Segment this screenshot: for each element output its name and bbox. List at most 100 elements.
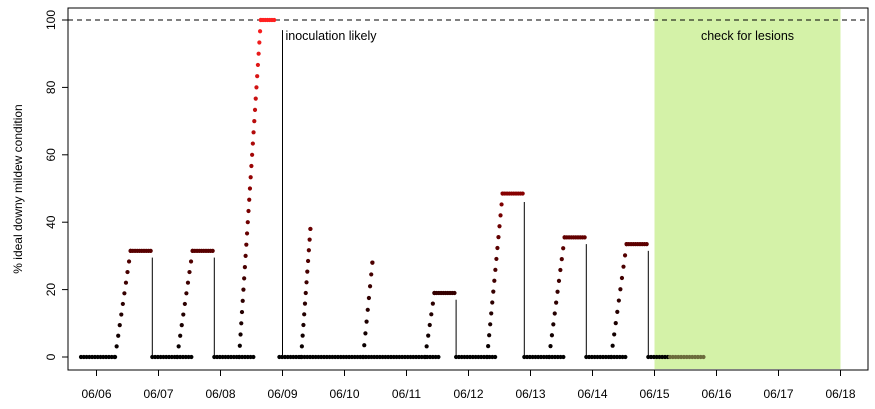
rise-point	[176, 344, 181, 349]
rise-point	[248, 175, 253, 180]
y-tick-label: 80	[44, 80, 58, 94]
peak-point	[210, 248, 215, 253]
rise-point	[486, 344, 491, 349]
rise-point	[561, 246, 566, 251]
rise-point	[244, 231, 250, 236]
rise-point	[491, 289, 496, 294]
rise-point	[429, 312, 434, 317]
rise-point	[187, 269, 192, 275]
rise-point	[493, 267, 498, 272]
rise-point	[307, 237, 312, 242]
rise-point	[302, 312, 307, 317]
rise-point	[122, 291, 127, 296]
rise-point	[369, 272, 374, 277]
rise-point	[304, 280, 309, 285]
rise-point	[485, 354, 490, 360]
rise-point	[303, 290, 308, 296]
rise-point	[548, 344, 553, 349]
highlight-region-label: check for lesions	[701, 29, 794, 43]
x-tick-label: 06/11	[392, 387, 421, 401]
rise-point	[242, 265, 247, 270]
x-tick-label: 06/16	[701, 387, 731, 401]
zero-point	[189, 354, 194, 360]
rise-point	[615, 309, 620, 314]
rise-point	[301, 322, 306, 328]
rise-point	[494, 256, 499, 262]
rise-point	[242, 276, 247, 281]
rise-point	[555, 289, 560, 294]
axes-layer: 0 20 40 60 80 100 06/06 06/07 06/08 06/09 06/10 06/…	[44, 10, 856, 401]
x-tick-label: 06/06	[81, 387, 111, 401]
rise-point	[252, 107, 258, 112]
rise-point	[299, 344, 304, 349]
annotation-label: inoculation likely	[286, 29, 378, 43]
rise-point	[558, 267, 563, 273]
y-tick-label: 20	[44, 283, 58, 297]
rise-point	[253, 96, 258, 101]
rise-point	[305, 258, 311, 264]
rise-point	[185, 280, 191, 285]
rise-point	[239, 309, 245, 315]
rise-point	[117, 323, 122, 328]
x-tick-label: 06/15	[639, 387, 669, 401]
peak-point	[452, 290, 457, 296]
rise-point	[188, 259, 194, 264]
zero-point	[251, 354, 256, 360]
rise-point	[492, 278, 497, 283]
rise-point	[498, 213, 503, 218]
rise-point	[250, 152, 255, 157]
rise-point	[490, 300, 495, 305]
rise-point	[365, 307, 370, 312]
rise-point	[178, 333, 183, 338]
rise-point	[255, 74, 260, 79]
rise-point	[179, 323, 184, 328]
peak-point	[308, 226, 313, 232]
x-tick-label: 06/07	[143, 387, 173, 401]
rise-point	[302, 301, 308, 306]
rise-point	[243, 253, 248, 258]
rise-point	[175, 354, 180, 360]
rise-point	[424, 344, 429, 349]
x-tick-label: 06/18	[825, 387, 855, 401]
rise-point	[257, 40, 262, 45]
rise-point	[114, 344, 119, 349]
trailing-point	[701, 354, 706, 360]
rise-point	[549, 333, 555, 338]
zero-point	[623, 354, 628, 360]
rise-point	[489, 311, 494, 316]
peak-point	[272, 17, 277, 23]
rise-point	[496, 235, 501, 240]
rise-point	[366, 295, 372, 301]
rise-point	[238, 332, 243, 337]
vertical-lines-layer	[151, 30, 649, 357]
rise-point	[116, 333, 121, 338]
y-axis-label: % ideal downy mildew condition	[11, 104, 25, 273]
rise-point	[551, 322, 556, 327]
x-tick-label: 06/12	[453, 387, 483, 401]
rise-point	[488, 322, 493, 327]
rise-point	[251, 130, 256, 135]
x-tick-label: 06/10	[329, 387, 359, 401]
rise-point	[125, 269, 130, 275]
rise-point	[252, 119, 257, 124]
y-tick-label: 40	[44, 215, 58, 229]
rise-point	[616, 298, 621, 303]
annotations-layer: check for lesions inoculation likely	[286, 29, 795, 43]
rise-point	[119, 312, 124, 317]
rise-point	[240, 298, 245, 303]
rise-point	[367, 284, 373, 289]
y-tick-label: 60	[44, 148, 58, 162]
rise-point	[244, 242, 249, 247]
rise-point	[120, 301, 125, 307]
rise-point	[237, 343, 242, 348]
rise-point	[245, 220, 250, 225]
rise-point	[249, 163, 254, 169]
x-tick-label: 06/14	[577, 387, 607, 401]
rise-point	[619, 275, 625, 281]
y-tick-label: 0	[44, 353, 58, 360]
y-tick-label: 100	[44, 10, 58, 30]
zero-point	[436, 354, 441, 360]
rise-point	[300, 333, 305, 338]
zero-point	[561, 354, 566, 360]
highlight-region	[654, 9, 841, 369]
